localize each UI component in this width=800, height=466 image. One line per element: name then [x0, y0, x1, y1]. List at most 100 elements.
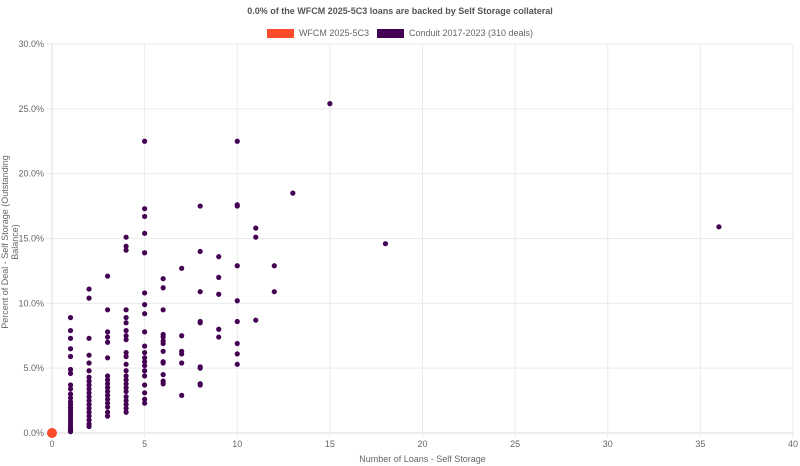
conduit-point[interactable] [123, 368, 129, 374]
conduit-point[interactable] [67, 391, 74, 397]
conduit-point[interactable] [142, 329, 148, 335]
conduit-point[interactable] [104, 273, 111, 279]
conduit-point[interactable] [67, 370, 74, 376]
conduit-point[interactable] [123, 373, 129, 379]
conduit-point[interactable] [86, 390, 92, 396]
conduit-point[interactable] [104, 409, 111, 415]
conduit-point[interactable] [234, 298, 240, 304]
conduit-point[interactable] [67, 429, 74, 435]
conduit-point[interactable] [142, 230, 148, 236]
conduit-point[interactable] [123, 247, 129, 253]
conduit-point[interactable] [123, 314, 129, 321]
conduit-point[interactable] [271, 263, 277, 269]
conduit-point[interactable] [216, 326, 222, 332]
conduit-point[interactable] [104, 392, 111, 398]
conduit-point[interactable] [234, 351, 240, 357]
conduit-point[interactable] [142, 368, 148, 374]
conduit-point[interactable] [104, 400, 111, 406]
conduit-point[interactable] [67, 335, 74, 341]
conduit-point[interactable] [142, 138, 148, 144]
conduit-point[interactable] [86, 286, 92, 292]
conduit-point[interactable] [142, 213, 148, 220]
conduit-point[interactable] [234, 263, 240, 269]
conduit-point[interactable] [253, 225, 259, 231]
conduit-point[interactable] [104, 355, 111, 361]
conduit-point[interactable] [86, 423, 92, 430]
conduit-point[interactable] [104, 413, 111, 419]
conduit-point[interactable] [123, 381, 129, 387]
conduit-point[interactable] [179, 360, 185, 366]
conduit-point[interactable] [197, 289, 203, 295]
conduit-point[interactable] [142, 355, 148, 361]
conduit-point[interactable] [327, 101, 333, 107]
conduit-point[interactable] [160, 381, 166, 387]
conduit-point[interactable] [290, 190, 296, 196]
conduit-point[interactable] [123, 350, 129, 356]
conduit-point[interactable] [234, 318, 240, 325]
conduit-point[interactable] [123, 405, 129, 411]
conduit-point[interactable] [86, 409, 92, 415]
conduit-point[interactable] [216, 334, 222, 340]
conduit-point[interactable] [123, 394, 129, 400]
conduit-point[interactable] [67, 395, 74, 401]
conduit-point[interactable] [142, 382, 148, 388]
conduit-point[interactable] [142, 362, 148, 369]
conduit-point[interactable] [86, 417, 92, 423]
conduit-point[interactable] [216, 254, 222, 260]
conduit-point[interactable] [123, 409, 129, 415]
conduit-point[interactable] [123, 361, 129, 367]
conduit-point[interactable] [104, 329, 111, 335]
conduit-point[interactable] [86, 382, 92, 388]
conduit-point[interactable] [160, 307, 166, 313]
conduit-point[interactable] [86, 368, 92, 374]
conduit-point[interactable] [86, 394, 92, 400]
conduit-point[interactable] [86, 413, 92, 419]
conduit-point[interactable] [234, 340, 240, 347]
conduit-point[interactable] [123, 385, 129, 391]
conduit-point[interactable] [160, 340, 166, 347]
conduit-point[interactable] [142, 250, 148, 256]
conduit-point[interactable] [86, 378, 92, 384]
conduit-point[interactable] [104, 396, 111, 402]
conduit-point[interactable] [86, 386, 92, 392]
conduit-point[interactable] [160, 276, 166, 282]
conduit-point[interactable] [104, 373, 111, 379]
conduit-point[interactable] [271, 289, 277, 295]
conduit-point[interactable] [123, 234, 129, 240]
conduit-point[interactable] [104, 339, 111, 345]
conduit-point[interactable] [142, 396, 148, 402]
conduit-point[interactable] [234, 203, 240, 209]
conduit-point[interactable] [716, 224, 722, 230]
conduit-point[interactable] [104, 377, 111, 383]
conduit-point[interactable] [253, 234, 259, 240]
conduit-point[interactable] [197, 320, 203, 326]
conduit-point[interactable] [86, 401, 92, 408]
conduit-point[interactable] [67, 353, 74, 360]
conduit-point[interactable] [142, 359, 148, 365]
conduit-point[interactable] [86, 405, 92, 411]
conduit-point[interactable] [253, 317, 259, 323]
conduit-point[interactable] [86, 374, 92, 380]
conduit-point[interactable] [142, 343, 148, 349]
conduit-point[interactable] [216, 291, 222, 297]
conduit-point[interactable] [104, 404, 111, 410]
conduit-point[interactable] [142, 373, 148, 379]
conduit-point[interactable] [142, 290, 148, 296]
conduit-point[interactable] [123, 401, 129, 408]
conduit-point[interactable] [67, 386, 74, 392]
conduit-point[interactable] [160, 334, 166, 340]
conduit-point[interactable] [142, 350, 148, 356]
conduit-point[interactable] [197, 248, 203, 255]
conduit-point[interactable] [160, 360, 166, 366]
conduit-point[interactable] [86, 352, 92, 358]
conduit-point[interactable] [197, 382, 203, 388]
conduit-point[interactable] [67, 314, 74, 321]
conduit-point[interactable] [123, 333, 129, 339]
conduit-point[interactable] [142, 311, 148, 317]
conduit-point[interactable] [179, 333, 185, 339]
conduit-point[interactable] [234, 138, 240, 144]
conduit-point[interactable] [179, 351, 185, 357]
conduit-point[interactable] [104, 307, 111, 313]
conduit-point[interactable] [67, 382, 74, 388]
conduit-point[interactable] [86, 360, 92, 366]
